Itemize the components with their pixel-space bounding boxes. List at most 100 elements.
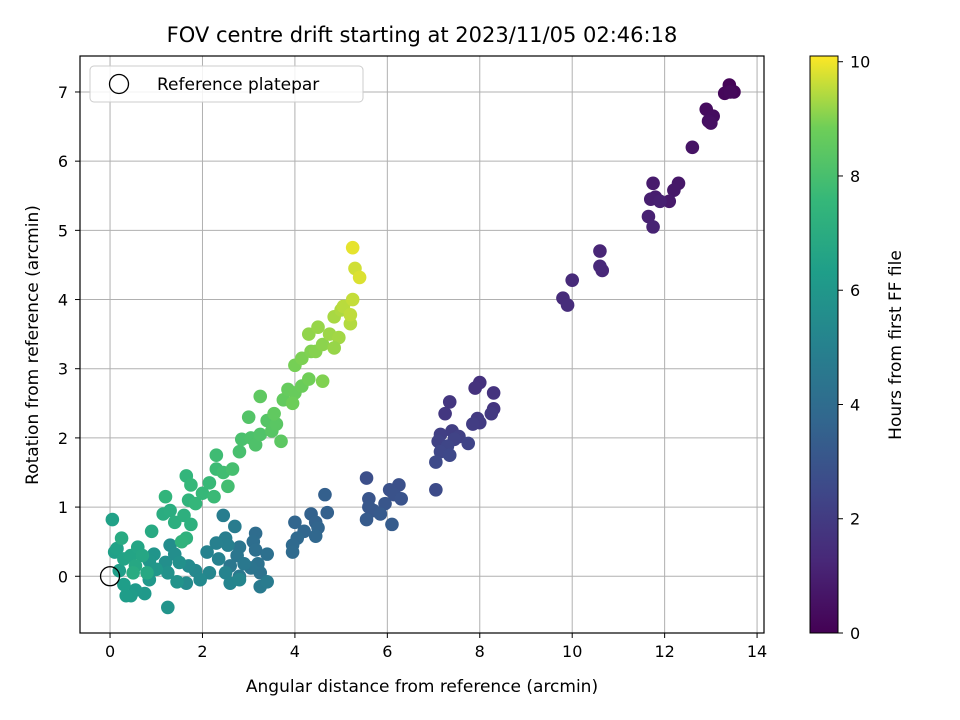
x-tick-label: 0 [105,642,115,661]
data-point [484,406,499,421]
data-point [218,566,233,580]
data-point [359,471,374,485]
data-point [667,183,681,198]
data-point [184,517,198,532]
data-point [117,577,131,592]
colorbar: 0 2 4 6 8 10 Hours from first FF file [809,53,906,643]
colorbar-tick-label: 6 [850,281,860,300]
colorbar-tick-label: 0 [850,624,860,643]
data-point [468,381,482,395]
data-point [140,566,154,580]
data-point [267,406,281,421]
data-point [228,519,242,534]
data-point [466,417,480,431]
x-tick-label: 2 [197,642,207,661]
x-axis-label: Angular distance from reference (arcmin) [246,677,598,697]
data-point [723,85,738,99]
colorbar-tick-label: 2 [850,510,860,529]
data-point [144,524,159,539]
data-point [221,538,235,552]
data-point [565,273,580,287]
x-tick-label: 4 [290,642,300,661]
data-point [167,515,182,530]
data-point [184,478,198,492]
data-point [345,240,360,255]
data-point [685,140,700,155]
data-point [315,374,330,388]
x-tick-label: 10 [562,642,582,661]
data-point [237,557,251,571]
data-point [320,505,335,520]
data-point [429,482,443,497]
chart-title: FOV centre drift starting at 2023/11/05 … [167,23,678,47]
data-point [202,566,217,580]
data-point [285,396,300,411]
data-point [200,545,214,559]
data-point [295,351,309,366]
data-point [486,386,501,400]
data-point [248,543,263,557]
data-point [394,491,409,506]
colorbar-gradient [810,56,838,633]
data-point [174,534,189,549]
y-axis-label: Rotation from reference (arcmin) [23,205,43,485]
data-point [332,330,346,345]
y-tick-label: 1 [58,498,68,517]
data-point [315,337,330,352]
legend-box [89,65,364,103]
data-point [704,116,718,130]
data-point [209,448,224,462]
data-point [359,512,374,527]
colorbar-tick-label: 8 [850,167,860,186]
data-point [288,515,302,530]
data-point [311,320,325,335]
data-point [241,410,256,424]
data-point [170,575,184,589]
y-axis-ticks: 0 1 2 3 4 5 6 7 [58,83,80,586]
data-point [253,389,268,404]
data-point [172,555,187,570]
x-tick-label: 12 [654,642,674,661]
y-tick-label: 6 [58,152,68,171]
data-point [646,176,660,191]
data-point [221,479,235,494]
legend-marker-icon [108,73,130,95]
data-point [352,270,367,285]
data-point [195,486,210,501]
data-point [232,572,247,587]
colorbar-tick-label: 4 [850,395,860,414]
colorbar-ticks: 0 2 4 6 8 10 [838,53,870,643]
data-point [248,438,263,452]
data-point [260,547,274,561]
data-point [253,427,268,442]
data-point [114,531,129,546]
y-tick-label: 0 [58,567,68,586]
data-point [461,436,476,451]
data-point [202,476,217,490]
data-point [285,545,300,559]
data-point [593,244,607,258]
data-point [308,529,323,543]
data-point [126,566,140,580]
data-points [105,78,741,615]
x-tick-label: 6 [382,642,392,661]
data-point [119,588,134,603]
data-point [225,462,240,476]
data-point [442,395,457,409]
data-point [135,548,150,563]
y-tick-label: 2 [58,429,68,448]
data-point [593,259,607,274]
data-point [260,575,274,589]
plot-frame [79,55,765,634]
data-point [232,444,247,459]
x-tick-label: 8 [475,642,485,661]
data-point [105,512,120,527]
data-point [653,194,667,209]
data-point [193,572,207,587]
data-point [378,496,392,511]
x-tick-label: 14 [747,642,767,661]
data-point [158,489,173,504]
y-tick-label: 4 [58,291,68,310]
data-point [110,541,124,556]
